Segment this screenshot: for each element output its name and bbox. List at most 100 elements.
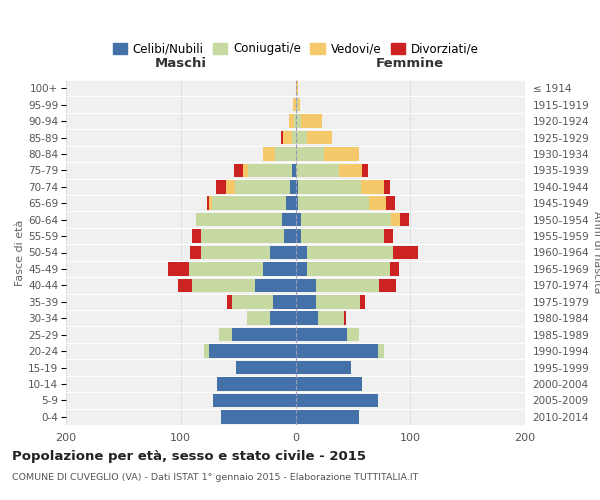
Bar xyxy=(284,230,296,243)
Bar xyxy=(296,98,298,112)
Bar xyxy=(347,328,359,342)
Bar xyxy=(339,164,362,177)
Bar xyxy=(298,180,361,194)
Bar xyxy=(295,114,296,128)
Bar xyxy=(218,328,232,342)
Bar xyxy=(263,147,275,160)
Bar xyxy=(232,328,296,342)
Bar xyxy=(168,262,189,276)
Bar xyxy=(296,344,378,358)
Bar xyxy=(400,213,409,226)
Bar xyxy=(217,180,226,194)
Bar xyxy=(307,131,332,144)
Bar xyxy=(319,312,344,325)
Bar xyxy=(344,312,346,325)
Bar xyxy=(213,394,296,407)
Bar xyxy=(296,394,378,407)
Bar xyxy=(292,164,296,177)
Bar xyxy=(296,262,307,276)
Text: Femmine: Femmine xyxy=(376,57,445,70)
Y-axis label: Fasce di età: Fasce di età xyxy=(16,220,25,286)
Bar xyxy=(236,361,296,374)
Bar xyxy=(296,213,301,226)
Bar xyxy=(296,361,350,374)
Bar xyxy=(384,230,393,243)
Bar xyxy=(270,312,296,325)
Bar xyxy=(307,246,393,259)
Bar xyxy=(248,164,292,177)
Bar xyxy=(221,410,296,424)
Bar xyxy=(324,147,359,160)
Bar xyxy=(256,278,296,292)
Legend: Celibi/Nubili, Coniugati/e, Vedovi/e, Divorziati/e: Celibi/Nubili, Coniugati/e, Vedovi/e, Di… xyxy=(108,38,483,60)
Bar xyxy=(378,344,384,358)
Bar xyxy=(316,295,360,308)
Bar xyxy=(361,180,384,194)
Bar xyxy=(263,262,296,276)
Bar xyxy=(196,213,282,226)
Bar xyxy=(286,196,296,210)
Bar xyxy=(217,377,296,390)
Bar xyxy=(289,114,295,128)
Bar xyxy=(360,295,365,308)
Bar xyxy=(270,246,296,259)
Bar xyxy=(209,344,296,358)
Bar xyxy=(316,278,379,292)
Bar xyxy=(247,312,270,325)
Text: COMUNE DI CUVEGLIO (VA) - Dati ISTAT 1° gennaio 2015 - Elaborazione TUTTITALIA.I: COMUNE DI CUVEGLIO (VA) - Dati ISTAT 1° … xyxy=(12,472,418,482)
Bar xyxy=(386,196,395,210)
Bar xyxy=(301,114,322,128)
Bar xyxy=(202,230,284,243)
Bar xyxy=(232,295,272,308)
Bar xyxy=(369,196,386,210)
Bar xyxy=(272,295,296,308)
Bar xyxy=(301,213,391,226)
Bar xyxy=(190,246,202,259)
Bar xyxy=(298,196,369,210)
Bar xyxy=(292,131,296,144)
Bar xyxy=(192,278,256,292)
Bar xyxy=(296,328,347,342)
Bar xyxy=(207,196,209,210)
Bar xyxy=(290,180,296,194)
Bar xyxy=(226,180,235,194)
Bar xyxy=(296,180,298,194)
Bar xyxy=(192,230,202,243)
Bar xyxy=(296,114,301,128)
Bar xyxy=(296,377,362,390)
Bar xyxy=(235,180,290,194)
Text: Popolazione per età, sesso e stato civile - 2015: Popolazione per età, sesso e stato civil… xyxy=(12,450,366,463)
Bar xyxy=(296,278,316,292)
Bar xyxy=(393,246,418,259)
Bar xyxy=(293,98,296,112)
Bar xyxy=(296,196,298,210)
Bar xyxy=(296,147,324,160)
Bar xyxy=(389,262,399,276)
Bar xyxy=(384,180,389,194)
Bar xyxy=(379,278,397,292)
Bar xyxy=(212,196,286,210)
Bar xyxy=(178,278,192,292)
Bar xyxy=(189,262,263,276)
Bar xyxy=(243,164,248,177)
Bar xyxy=(296,131,307,144)
Bar xyxy=(296,164,339,177)
Bar xyxy=(296,230,301,243)
Bar xyxy=(283,131,292,144)
Y-axis label: Anni di nascita: Anni di nascita xyxy=(592,211,600,294)
Text: Maschi: Maschi xyxy=(155,57,207,70)
Bar xyxy=(233,164,243,177)
Bar xyxy=(296,295,316,308)
Bar xyxy=(298,98,300,112)
Bar xyxy=(296,246,307,259)
Bar xyxy=(209,196,212,210)
Bar xyxy=(275,147,296,160)
Bar xyxy=(362,164,368,177)
Bar xyxy=(227,295,232,308)
Bar xyxy=(391,213,400,226)
Bar xyxy=(281,131,283,144)
Bar xyxy=(296,410,359,424)
Bar xyxy=(301,230,384,243)
Bar xyxy=(296,82,298,95)
Bar xyxy=(296,312,319,325)
